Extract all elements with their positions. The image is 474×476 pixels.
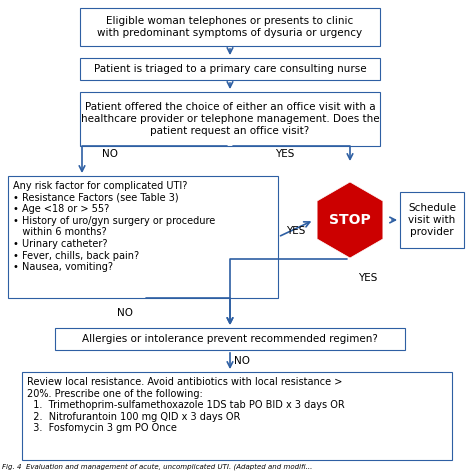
Text: Any risk factor for complicated UTI?
• Resistance Factors (see Table 3)
• Age <1: Any risk factor for complicated UTI? • R… [13,181,215,272]
Text: Review local resistance. Avoid antibiotics with local resistance >
20%. Prescrib: Review local resistance. Avoid antibioti… [27,377,345,434]
Text: Patient offered the choice of either an office visit with a
healthcare provider : Patient offered the choice of either an … [81,102,379,136]
Text: STOP: STOP [329,213,371,227]
Text: YES: YES [358,273,377,283]
Text: Allergies or intolerance prevent recommended regimen?: Allergies or intolerance prevent recomme… [82,334,378,344]
Text: Patient is triaged to a primary care consulting nurse: Patient is triaged to a primary care con… [94,64,366,74]
Polygon shape [317,182,383,258]
Text: NO: NO [117,308,133,318]
FancyBboxPatch shape [80,8,380,46]
FancyBboxPatch shape [400,192,464,248]
FancyBboxPatch shape [80,92,380,146]
Text: YES: YES [275,149,295,159]
FancyBboxPatch shape [22,372,452,460]
Text: Schedule
visit with
provider: Schedule visit with provider [408,203,456,237]
FancyBboxPatch shape [80,58,380,80]
Text: Fig. 4  Evaluation and management of acute, uncomplicated UTI. (Adapted and modi: Fig. 4 Evaluation and management of acut… [2,464,312,470]
FancyBboxPatch shape [55,328,405,350]
FancyBboxPatch shape [8,176,278,298]
Text: NO: NO [102,149,118,159]
Text: YES: YES [286,226,306,236]
Text: NO: NO [234,356,250,366]
Text: Eligible woman telephones or presents to clinic
with predominant symptoms of dys: Eligible woman telephones or presents to… [98,16,363,38]
